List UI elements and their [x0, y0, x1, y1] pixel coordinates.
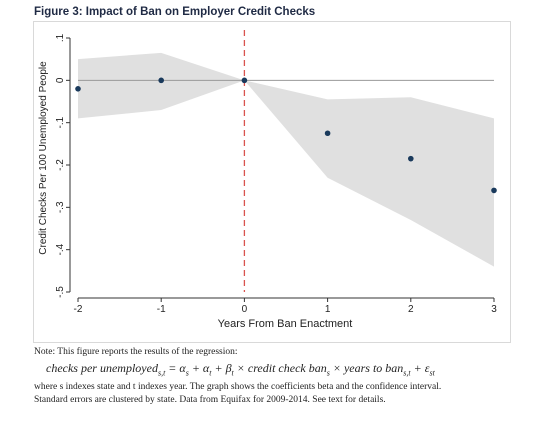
eq-sub: s: [185, 368, 189, 378]
regression-equation: checks per unemployeds,t = αs + αt + βt …: [46, 361, 435, 377]
note-line-4: Standard errors are clustered by state. …: [34, 395, 386, 405]
eq-sub: s: [326, 368, 330, 378]
eq-sub: s,t: [403, 368, 411, 378]
coefficient-point: [408, 155, 414, 162]
coefficient-point: [158, 77, 164, 84]
y-tick-label: -.1: [55, 116, 66, 128]
x-tick-label: -2: [74, 304, 83, 315]
eq-part: × years to ban: [329, 361, 404, 375]
y-axis-label: Credit Checks Per 100 Unemployed People: [38, 61, 49, 255]
note-line-3: where s indexes state and t indexes year…: [34, 382, 442, 392]
eq-sub: s,t: [157, 368, 166, 378]
figure-title: Figure 3: Impact of Ban on Employer Cred…: [34, 6, 316, 18]
note-line-1: Note: This figure reports the results of…: [34, 347, 238, 357]
coefficient-point: [324, 130, 331, 137]
x-tick-label: -1: [157, 304, 166, 315]
coefficient-point: [491, 187, 497, 194]
x-tick-label: 0: [242, 304, 248, 315]
coefficient-point: [241, 77, 248, 84]
eq-part: × credit check ban: [233, 361, 327, 375]
y-tick-label: -.3: [55, 201, 66, 213]
confidence-band: [78, 52, 494, 267]
eq-sub: st: [429, 368, 435, 378]
eq-sub: t: [209, 368, 212, 378]
x-tick-label: 1: [325, 304, 331, 315]
x-tick-label: 3: [491, 304, 497, 315]
x-tick-label: 2: [408, 304, 414, 315]
y-tick-label: 0: [55, 77, 66, 83]
y-tick-label: -.5: [55, 286, 66, 298]
eq-lhs: checks per unemployed: [46, 361, 158, 375]
y-tick-label: -.2: [55, 159, 66, 171]
note-body: where s indexes state and t indexes year…: [34, 381, 514, 407]
coefficient-point: [75, 86, 81, 92]
eq-part: + α: [188, 361, 210, 375]
eq-part: + ε: [410, 361, 430, 375]
y-tick-label: -.4: [55, 243, 66, 255]
chart: .1 0 -.1 -.2 -.3 -.4 -.5 -2 -1 0 1 2 3 Years From Ba…: [38, 30, 497, 330]
x-axis-label: Years From Ban Enactment: [218, 318, 353, 330]
y-tick-label: .1: [55, 33, 66, 42]
eq-part: + β: [211, 361, 232, 375]
eq-part: = α: [165, 361, 186, 375]
eq-sub: t: [231, 368, 234, 378]
